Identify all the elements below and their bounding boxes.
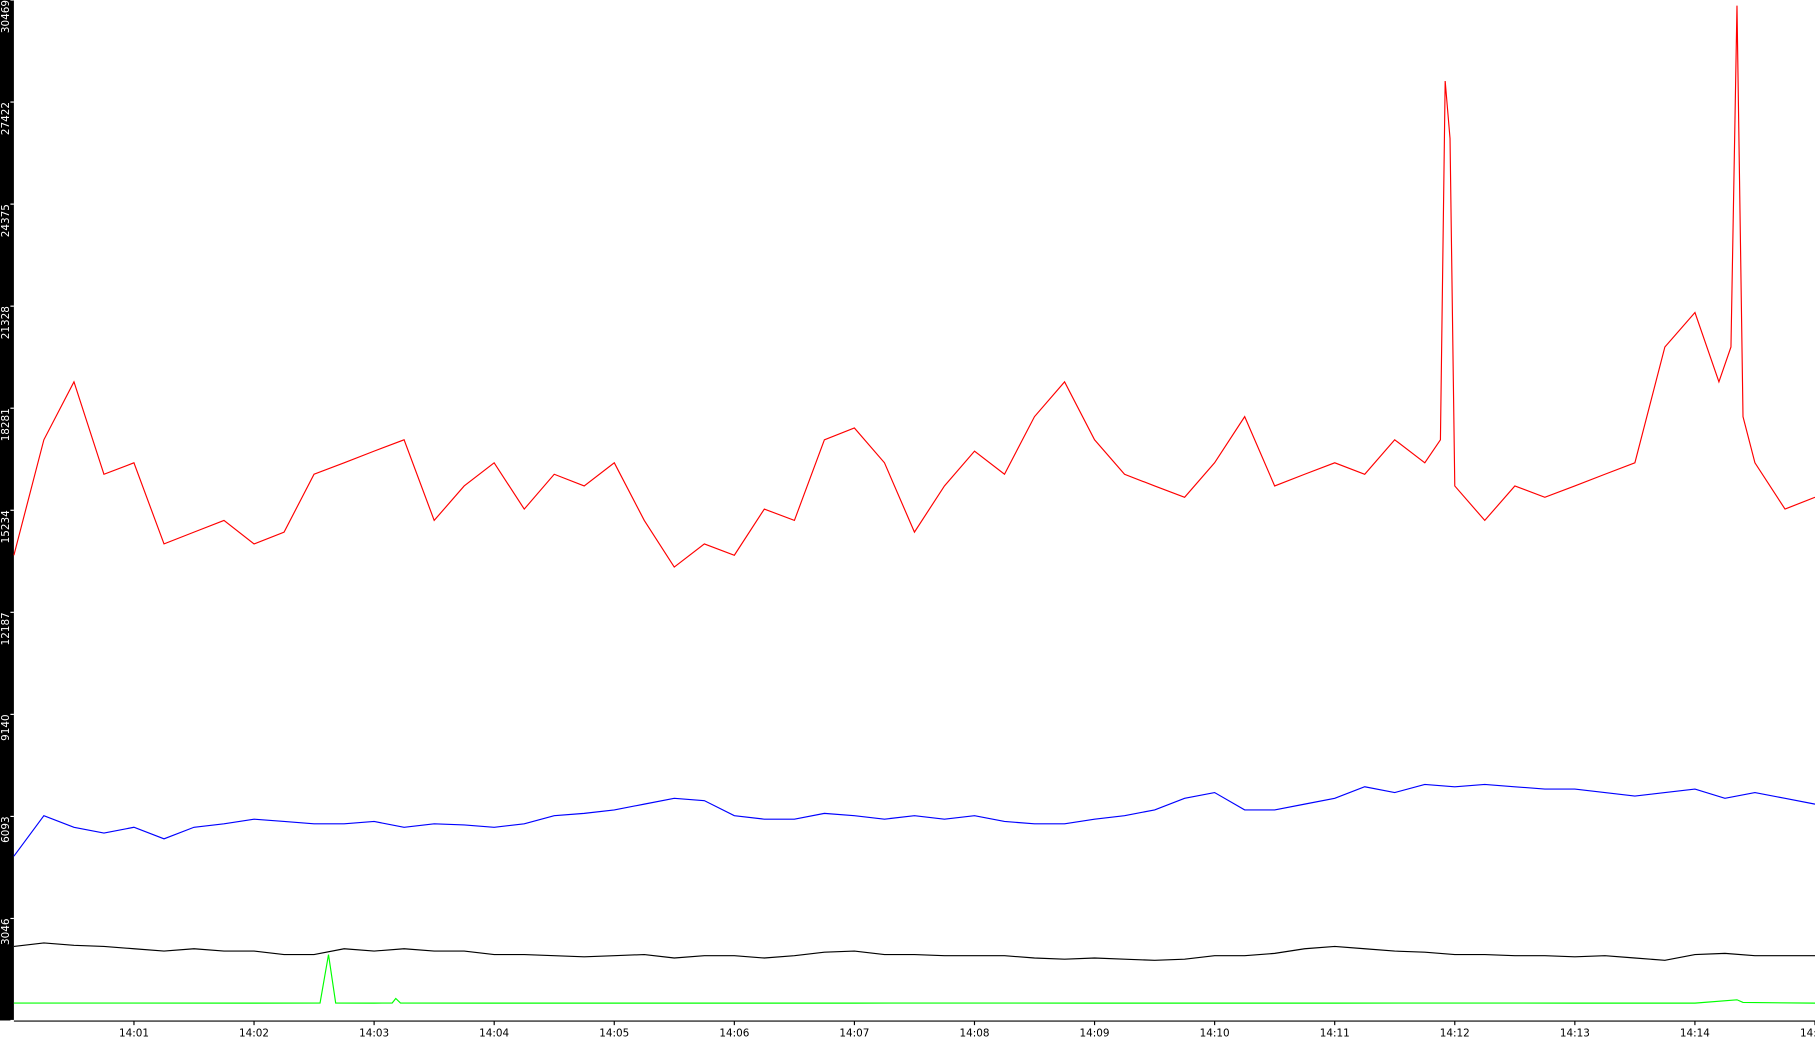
y-tick-label: 3046 (0, 918, 12, 944)
y-tick-label: 18281 (0, 408, 12, 441)
y-tick-label: 21328 (0, 306, 12, 339)
x-tick-label: 14:05 (599, 1028, 629, 1039)
y-tick-label: 6093 (0, 816, 12, 842)
x-tick-label: 14:15 (1800, 1028, 1815, 1039)
y-tick-label: 24375 (0, 204, 12, 237)
x-tick-label: 14:08 (959, 1028, 989, 1039)
series-line (13, 942, 1815, 961)
y-axis-strip (0, 0, 14, 1021)
series-line (13, 783, 1815, 857)
x-tick-label: 14:14 (1680, 1028, 1710, 1039)
x-tick-label: 14:03 (359, 1028, 389, 1039)
x-tick-label: 14:13 (1560, 1028, 1590, 1039)
x-tick-label: 14:04 (479, 1028, 509, 1039)
x-tick-label: 14:10 (1200, 1028, 1230, 1039)
x-tick-label: 14:07 (839, 1028, 869, 1039)
x-tick-label: 14:09 (1080, 1028, 1110, 1039)
x-tick-label: 14:11 (1320, 1028, 1350, 1039)
y-tick-label: 12187 (0, 612, 12, 645)
y-tick-label: 27422 (0, 102, 12, 135)
x-tick-label: 14:02 (239, 1028, 269, 1039)
x-tick-label: 14:01 (119, 1028, 149, 1039)
y-tick-label: 9140 (0, 714, 12, 740)
y-tick-label: 30469 (0, 0, 12, 33)
x-tick-label: 14:12 (1440, 1028, 1470, 1039)
series-line (13, 954, 1815, 1004)
y-tick-label: 15234 (0, 510, 12, 543)
series-line (13, 5, 1815, 568)
y-tick-label: 0 (0, 1020, 12, 1027)
x-tick-label: 14:06 (719, 1028, 749, 1039)
